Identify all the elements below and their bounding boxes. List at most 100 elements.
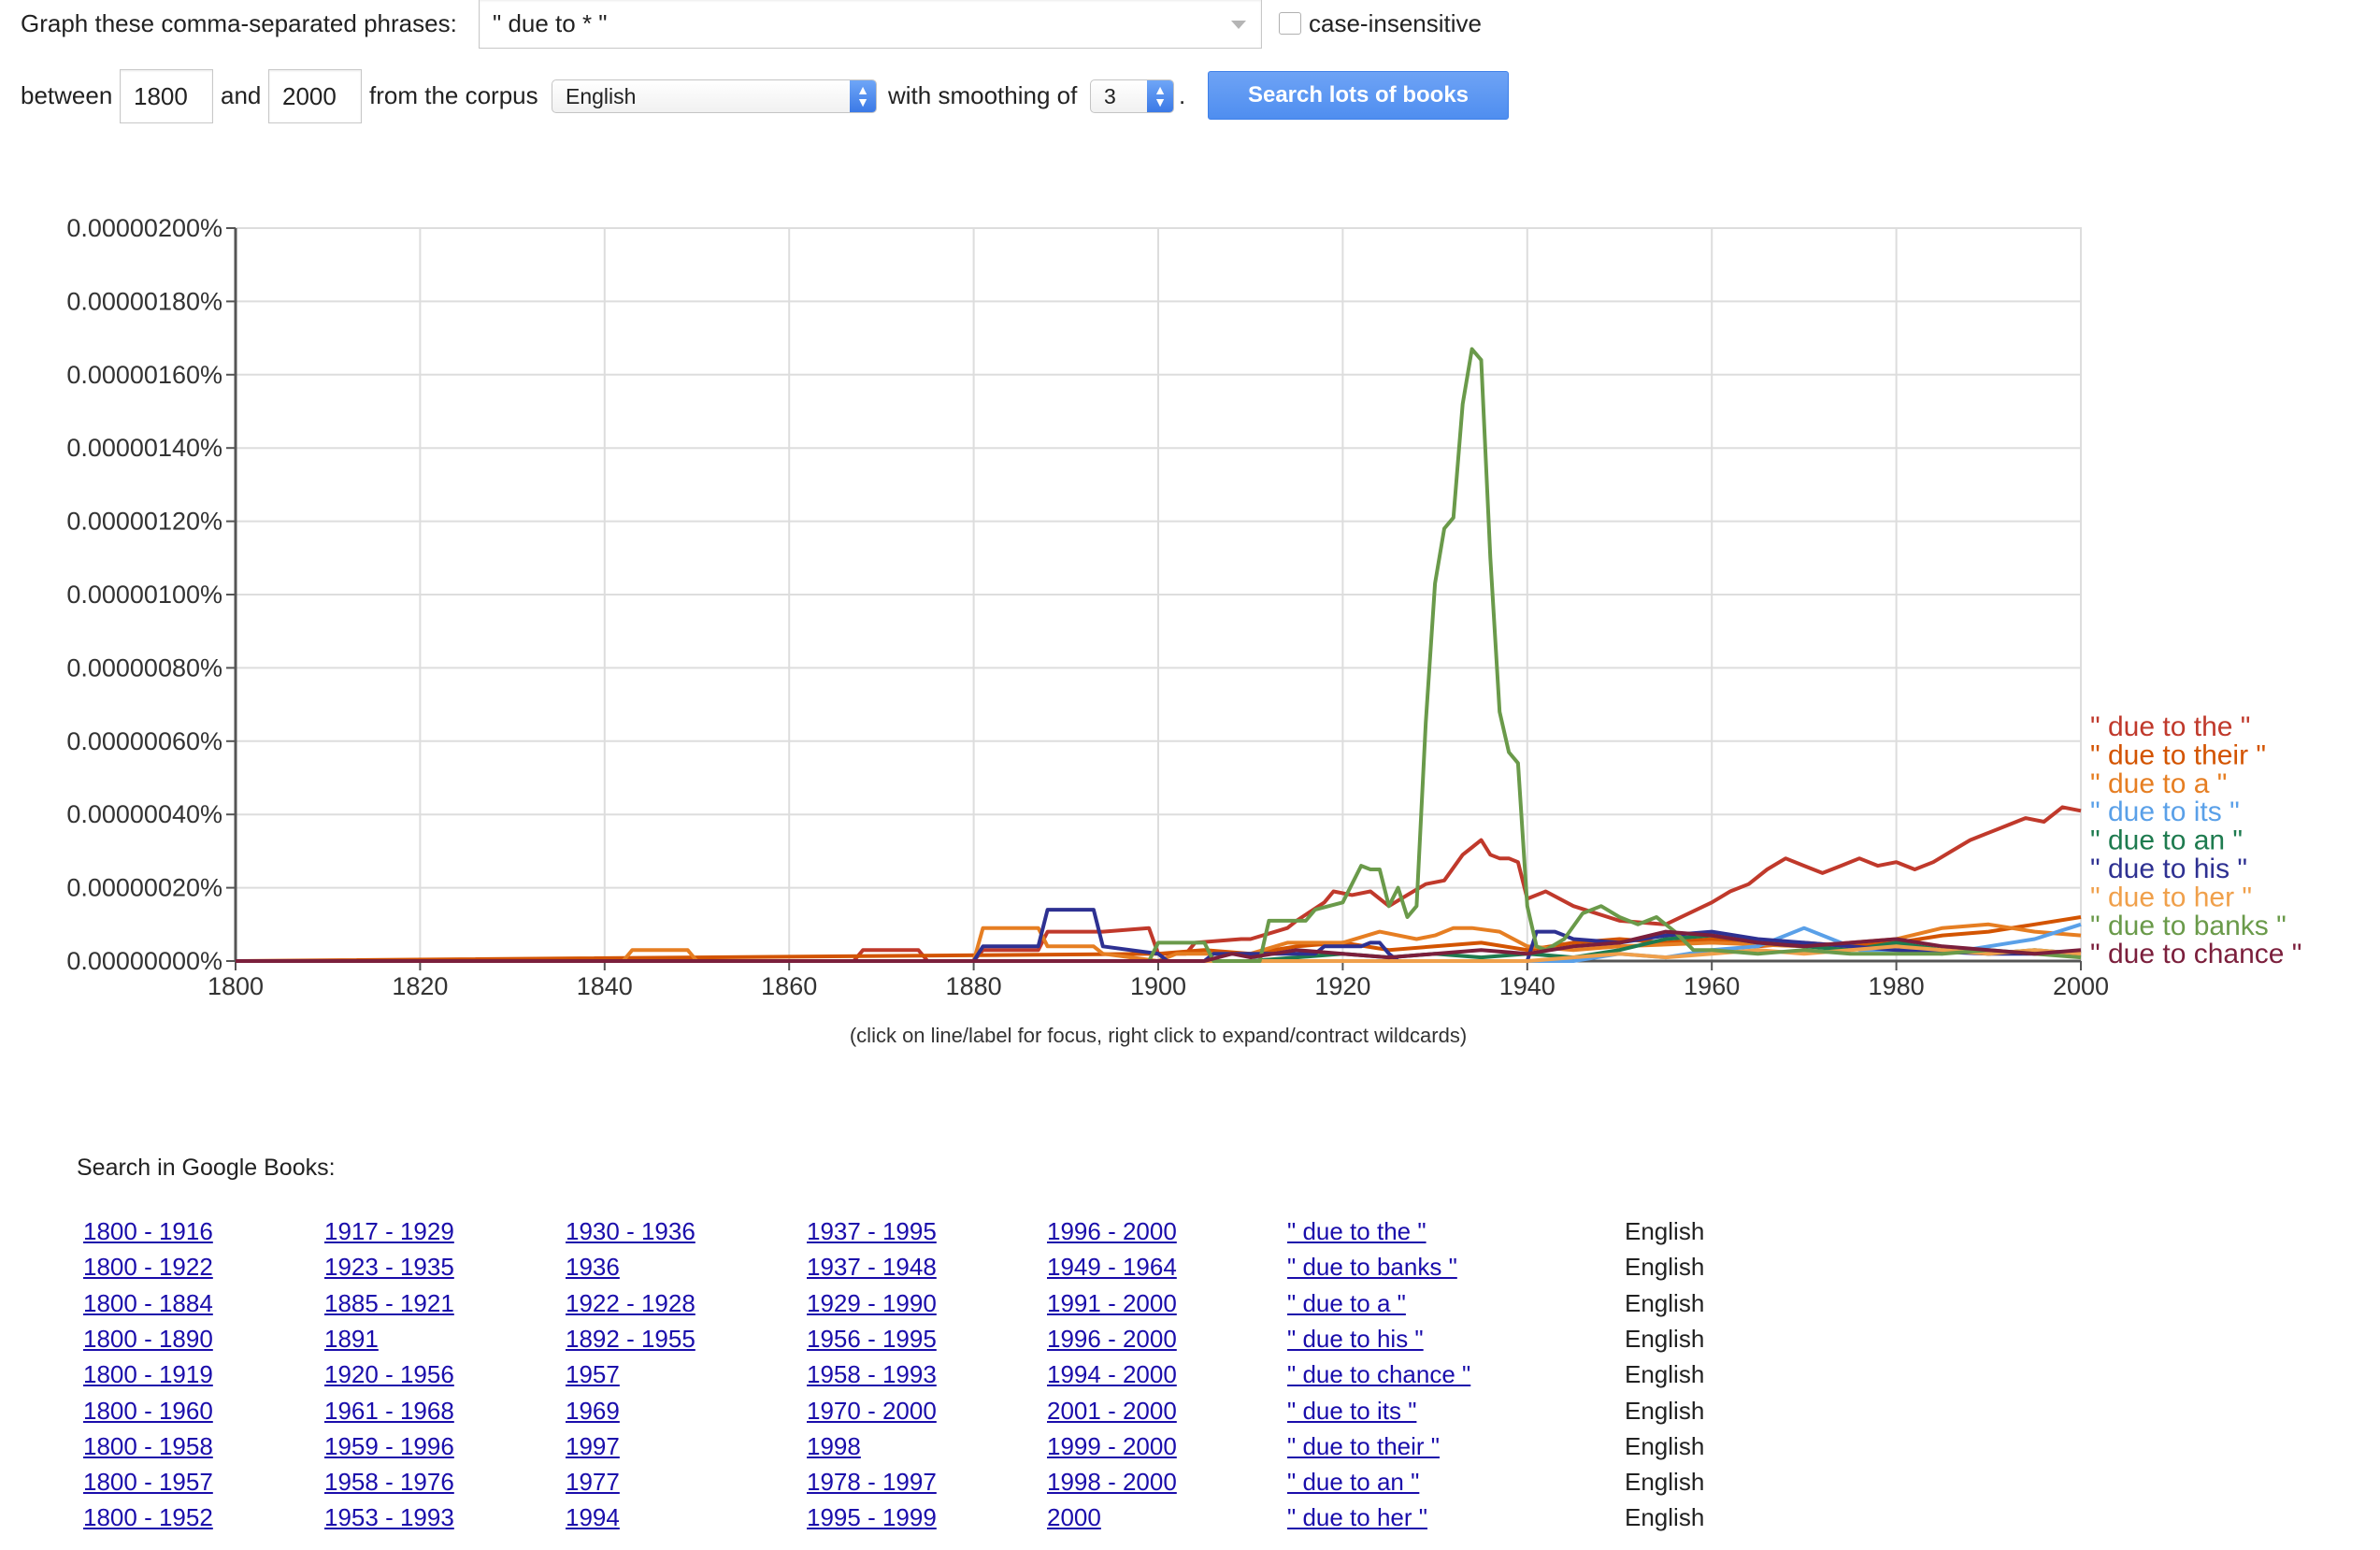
phrase-link[interactable]: " due to a " (1287, 1288, 1406, 1317)
year-range-link[interactable]: 1949 - 1964 (1047, 1253, 1177, 1282)
year-range-link[interactable]: 1800 - 1922 (83, 1253, 213, 1282)
phrase-link[interactable]: " due to their " (1287, 1431, 1440, 1460)
legend-entry[interactable]: " due to their " (2090, 739, 2266, 770)
y-tick-label: 0.00000100% (66, 581, 222, 609)
corpus-language: English (1625, 1396, 1705, 1425)
chart-series[interactable] (235, 347, 2082, 963)
year-range-link[interactable]: 1957 (566, 1360, 620, 1389)
corpus-language: English (1625, 1288, 1705, 1317)
year-range-link[interactable]: 1929 - 1990 (807, 1288, 937, 1317)
year-range-link[interactable]: 1995 - 1999 (807, 1503, 937, 1532)
phrase-link[interactable]: " due to its " (1287, 1396, 1417, 1425)
year-range-link[interactable]: 1958 - 1993 (807, 1360, 937, 1389)
legend-entry[interactable]: " due to banks " (2090, 911, 2287, 941)
phrase-link[interactable]: " due to an " (1287, 1468, 1420, 1497)
phrase-link[interactable]: " due to her " (1287, 1503, 1427, 1532)
year-range-link[interactable]: 1930 - 1936 (566, 1217, 695, 1245)
year-range-link[interactable]: 1961 - 1968 (324, 1396, 454, 1425)
year-range-link[interactable]: 1970 - 2000 (807, 1396, 937, 1425)
end-year-input[interactable]: 2000 (268, 69, 362, 123)
phrase-link[interactable]: " due to chance " (1287, 1360, 1471, 1389)
series-line[interactable] (236, 805, 2082, 963)
year-range-link[interactable]: 1978 - 1997 (807, 1468, 937, 1497)
year-range-link[interactable]: 1800 - 1952 (83, 1503, 213, 1532)
x-tick-label: 1840 (577, 972, 633, 1000)
year-range-link[interactable]: 1997 (566, 1431, 620, 1460)
year-range-link[interactable]: 1977 (566, 1468, 620, 1497)
search-button[interactable]: Search lots of books (1208, 71, 1509, 120)
start-year-value: 1800 (134, 81, 188, 110)
year-range-link[interactable]: 1999 - 2000 (1047, 1431, 1177, 1460)
legend-entry[interactable]: " due to her " (2090, 882, 2252, 912)
series-line[interactable] (236, 929, 2082, 963)
series-line[interactable] (236, 347, 2082, 963)
phrase-input-value: " due to * " (493, 9, 608, 37)
legend-entry[interactable]: " due to his " (2090, 854, 2247, 884)
year-range-link[interactable]: 1800 - 1890 (83, 1324, 213, 1353)
year-range-link[interactable]: 1991 - 2000 (1047, 1288, 1177, 1317)
y-tick-label: 0.00000080% (66, 653, 222, 682)
legend-entry[interactable]: " due to its " (2090, 797, 2240, 827)
year-range-link[interactable]: 1800 - 1957 (83, 1468, 213, 1497)
year-range-link[interactable]: 1800 - 1960 (83, 1396, 213, 1425)
start-year-input[interactable]: 1800 (120, 69, 213, 123)
year-range-link[interactable]: 1923 - 1935 (324, 1253, 454, 1282)
year-range-link[interactable]: 1891 (324, 1324, 379, 1353)
year-range-link[interactable]: 1885 - 1921 (324, 1288, 454, 1317)
year-range-link[interactable]: 1936 (566, 1253, 620, 1282)
year-range-link[interactable]: 1998 - 2000 (1047, 1468, 1177, 1497)
year-range-link[interactable]: 1800 - 1919 (83, 1360, 213, 1389)
year-range-link[interactable]: 1994 - 2000 (1047, 1360, 1177, 1389)
x-tick-label: 1960 (1684, 972, 1740, 1000)
year-range-link[interactable]: 1937 - 1995 (807, 1217, 937, 1245)
case-insensitive-checkbox[interactable] (1279, 12, 1301, 35)
x-tick-label: 1860 (761, 972, 817, 1000)
phrase-input[interactable]: " due to * " (479, 0, 1262, 49)
year-range-link[interactable]: 1920 - 1956 (324, 1360, 454, 1389)
year-range-link[interactable]: 1958 - 1976 (324, 1468, 454, 1497)
chart-legend[interactable]: " due to the "" due to their "" due to a… (2090, 711, 2301, 969)
between-label: between (21, 81, 113, 109)
select-arrows-icon[interactable]: ▲ ▼ (850, 80, 876, 112)
corpus-language: English (1625, 1503, 1705, 1532)
year-range-link[interactable]: 1917 - 1929 (324, 1217, 454, 1245)
year-range-link[interactable]: 1800 - 1916 (83, 1217, 213, 1245)
y-tick-label: 0.00000140% (66, 434, 222, 462)
legend-entry[interactable]: " due to chance " (2090, 939, 2301, 969)
year-range-link[interactable]: 1953 - 1993 (324, 1503, 454, 1532)
series-line[interactable] (236, 908, 2081, 963)
year-range-link[interactable]: 1998 (807, 1431, 861, 1460)
y-tick-label: 0.00000040% (66, 800, 222, 828)
x-tick-label: 1800 (208, 972, 264, 1000)
chevron-down-icon[interactable] (1231, 21, 1246, 29)
y-tick-label: 0.00000120% (66, 508, 222, 536)
graph-label: Graph these comma-separated phrases: (21, 9, 457, 37)
year-range-link[interactable]: 1800 - 1884 (83, 1288, 213, 1317)
year-range-link[interactable]: 1892 - 1955 (566, 1324, 695, 1353)
legend-entry[interactable]: " due to an " (2090, 825, 2243, 856)
year-range-link[interactable]: 1969 (566, 1396, 620, 1425)
year-range-link[interactable]: 1996 - 2000 (1047, 1324, 1177, 1353)
smoothing-select[interactable]: 3 ▲ ▼ (1090, 79, 1174, 113)
select-arrows-icon[interactable]: ▲ ▼ (1147, 80, 1173, 112)
corpus-select[interactable]: English ▲ ▼ (552, 79, 877, 113)
legend-entry[interactable]: " due to the " (2090, 711, 2250, 742)
year-range-link[interactable]: 1937 - 1948 (807, 1253, 937, 1282)
phrase-link[interactable]: " due to his " (1287, 1324, 1424, 1353)
year-range-link[interactable]: 1996 - 2000 (1047, 1217, 1177, 1245)
phrase-link[interactable]: " due to banks " (1287, 1253, 1457, 1282)
year-range-link[interactable]: 1959 - 1996 (324, 1431, 454, 1460)
year-range-link[interactable]: 2001 - 2000 (1047, 1396, 1177, 1425)
year-range-link[interactable]: 1800 - 1958 (83, 1431, 213, 1460)
x-tick-label: 2000 (2053, 972, 2109, 1000)
phrase-link[interactable]: " due to the " (1287, 1217, 1427, 1245)
legend-entry[interactable]: " due to a " (2090, 768, 2227, 799)
year-range-link[interactable]: 2000 (1047, 1503, 1101, 1532)
year-range-link[interactable]: 1956 - 1995 (807, 1324, 937, 1353)
y-tick-label: 0.00000160% (66, 361, 222, 389)
ngram-chart[interactable]: 1800 1820 1840 1860 1880 1900 1920 1940 1960 1980… (0, 0, 2380, 1084)
year-range-link[interactable]: 1994 (566, 1503, 620, 1532)
year-range-link[interactable]: 1922 - 1928 (566, 1288, 695, 1317)
corpus-language: English (1625, 1431, 1705, 1460)
y-tick-label: 0.00000060% (66, 727, 222, 755)
